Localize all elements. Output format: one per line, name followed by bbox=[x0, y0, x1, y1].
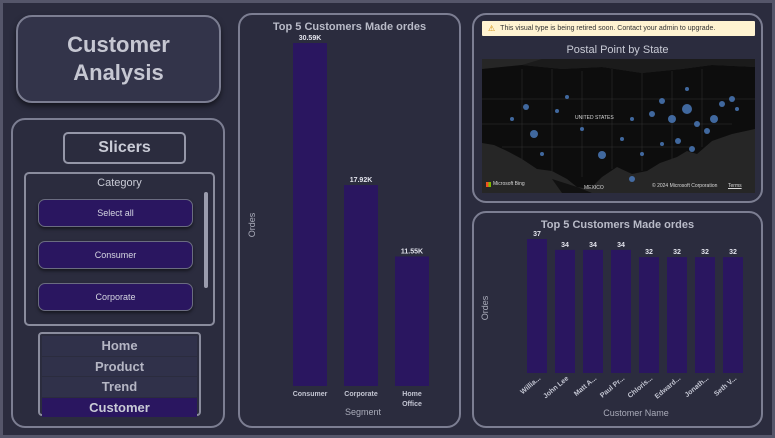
customer-bar bbox=[583, 249, 603, 373]
customer-name-label: John Lee bbox=[542, 375, 570, 400]
map-copyright: © 2024 Microsoft Corporation bbox=[652, 183, 718, 189]
warning-icon: ⚠ bbox=[488, 24, 496, 33]
customer-bar bbox=[639, 257, 659, 373]
map-canvas bbox=[482, 59, 755, 193]
segment-chart-title: Top 5 Customers Made ordes bbox=[272, 21, 427, 33]
segment-bar-value: 30.59K bbox=[299, 35, 322, 42]
page-title: Customer Analysis bbox=[67, 31, 170, 87]
category-scrollbar[interactable] bbox=[204, 192, 208, 288]
customer-name-label: Jonath... bbox=[684, 375, 711, 399]
postal-points bbox=[510, 87, 739, 182]
canada-landmass bbox=[522, 59, 755, 73]
slicers-title: Slicers bbox=[63, 132, 186, 164]
customer-name-label: Matt A... bbox=[573, 375, 598, 398]
segment-chart-xlabel: Segment bbox=[345, 407, 382, 417]
customer-bar-value: 34 bbox=[617, 242, 625, 249]
customer-bar bbox=[611, 249, 631, 373]
state-borders bbox=[482, 69, 755, 177]
segment-category-label: Home bbox=[402, 391, 422, 398]
mexico-landmass bbox=[552, 179, 592, 193]
customer-bar-value: 32 bbox=[701, 249, 709, 256]
customer-bar-value: 34 bbox=[589, 242, 597, 249]
customer-name-label: Edward... bbox=[654, 375, 682, 400]
customer-chart-xlabel: Customer Name bbox=[603, 408, 669, 418]
segment-bar-value: 17.92K bbox=[350, 177, 373, 184]
us-landmass bbox=[482, 65, 755, 189]
customer-name-label: Paul Pr... bbox=[599, 375, 626, 399]
page-navigator: Home Product Trend Customer bbox=[38, 332, 201, 417]
nav-product[interactable]: Product bbox=[42, 356, 197, 376]
customer-name-label: Chloris... bbox=[627, 375, 654, 400]
customer-bar-value: 32 bbox=[645, 249, 653, 256]
nav-trend[interactable]: Trend bbox=[42, 377, 197, 397]
customer-name-label: Willia... bbox=[519, 375, 542, 396]
segment-orders-chart: Top 5 Customers Made ordes Ordes Segment… bbox=[238, 13, 461, 428]
map-title: Postal Point by State bbox=[566, 44, 669, 56]
segment-bar bbox=[293, 43, 327, 386]
category-slicer-title: Category bbox=[97, 177, 142, 189]
customer-bar bbox=[667, 257, 687, 373]
segment-chart-svg: Ordes Segment 30.59K Consumer 17.92K Corpor… bbox=[247, 35, 429, 417]
map-panel: ⚠ This visual type is being retired soon… bbox=[472, 13, 763, 203]
postal-point-map[interactable]: UNITED STATES MEXICO Microsoft Bing © 20… bbox=[482, 59, 755, 193]
microsoft-logo-icon bbox=[486, 181, 491, 187]
segment-category-label: Office bbox=[402, 401, 422, 408]
slicer-panel: Slicers Category Select all Consumer Cor… bbox=[11, 118, 225, 428]
retirement-warning-text: This visual type is being retired soon. … bbox=[500, 25, 716, 32]
map-country-label: UNITED STATES bbox=[575, 115, 614, 121]
customer-bar bbox=[555, 249, 575, 373]
category-consumer-button[interactable]: Consumer bbox=[38, 241, 193, 269]
category-corporate-button[interactable]: Corporate bbox=[38, 283, 193, 311]
segment-category-label: Consumer bbox=[293, 391, 328, 398]
map-terms-link[interactable]: Terms bbox=[728, 183, 742, 189]
segment-bar bbox=[395, 256, 429, 386]
nav-home[interactable]: Home bbox=[42, 336, 197, 356]
customer-bar-value: 34 bbox=[561, 242, 569, 249]
bing-label: Microsoft Bing bbox=[493, 181, 525, 187]
segment-chart-ylabel: Ordes bbox=[247, 212, 257, 237]
customer-chart-title: Top 5 Customers Made ordes bbox=[540, 219, 695, 231]
segment-bar-value: 11.55K bbox=[401, 248, 423, 255]
customer-bar-value: 32 bbox=[729, 249, 737, 256]
customer-chart-ylabel: Ordes bbox=[480, 295, 490, 320]
customer-chart-svg: Ordes Customer Name 37 Willia... 34 John Le… bbox=[480, 231, 743, 418]
page-title-line2: Analysis bbox=[73, 60, 164, 85]
page-title-line1: Customer bbox=[67, 32, 170, 57]
customer-bar bbox=[723, 257, 743, 373]
bing-attribution: Microsoft Bing bbox=[486, 181, 525, 187]
customer-bar-value: 37 bbox=[533, 231, 541, 238]
category-select-all-button[interactable]: Select all bbox=[38, 199, 193, 227]
category-slicer: Category Select all Consumer Corporate bbox=[24, 172, 215, 326]
nav-customer[interactable]: Customer bbox=[42, 397, 197, 417]
retirement-warning-banner: ⚠ This visual type is being retired soon… bbox=[482, 21, 755, 36]
segment-category-label: Corporate bbox=[344, 391, 378, 398]
map-mexico-label: MEXICO bbox=[584, 185, 604, 191]
customer-bar bbox=[695, 257, 715, 373]
segment-bar bbox=[344, 185, 378, 386]
customer-orders-chart: Top 5 Customers Made ordes Ordes Custome… bbox=[472, 211, 763, 428]
title-card: Customer Analysis bbox=[16, 15, 221, 103]
customer-bar-value: 32 bbox=[673, 249, 681, 256]
customer-bar bbox=[527, 239, 547, 373]
customer-name-label: Seth V... bbox=[713, 375, 738, 398]
